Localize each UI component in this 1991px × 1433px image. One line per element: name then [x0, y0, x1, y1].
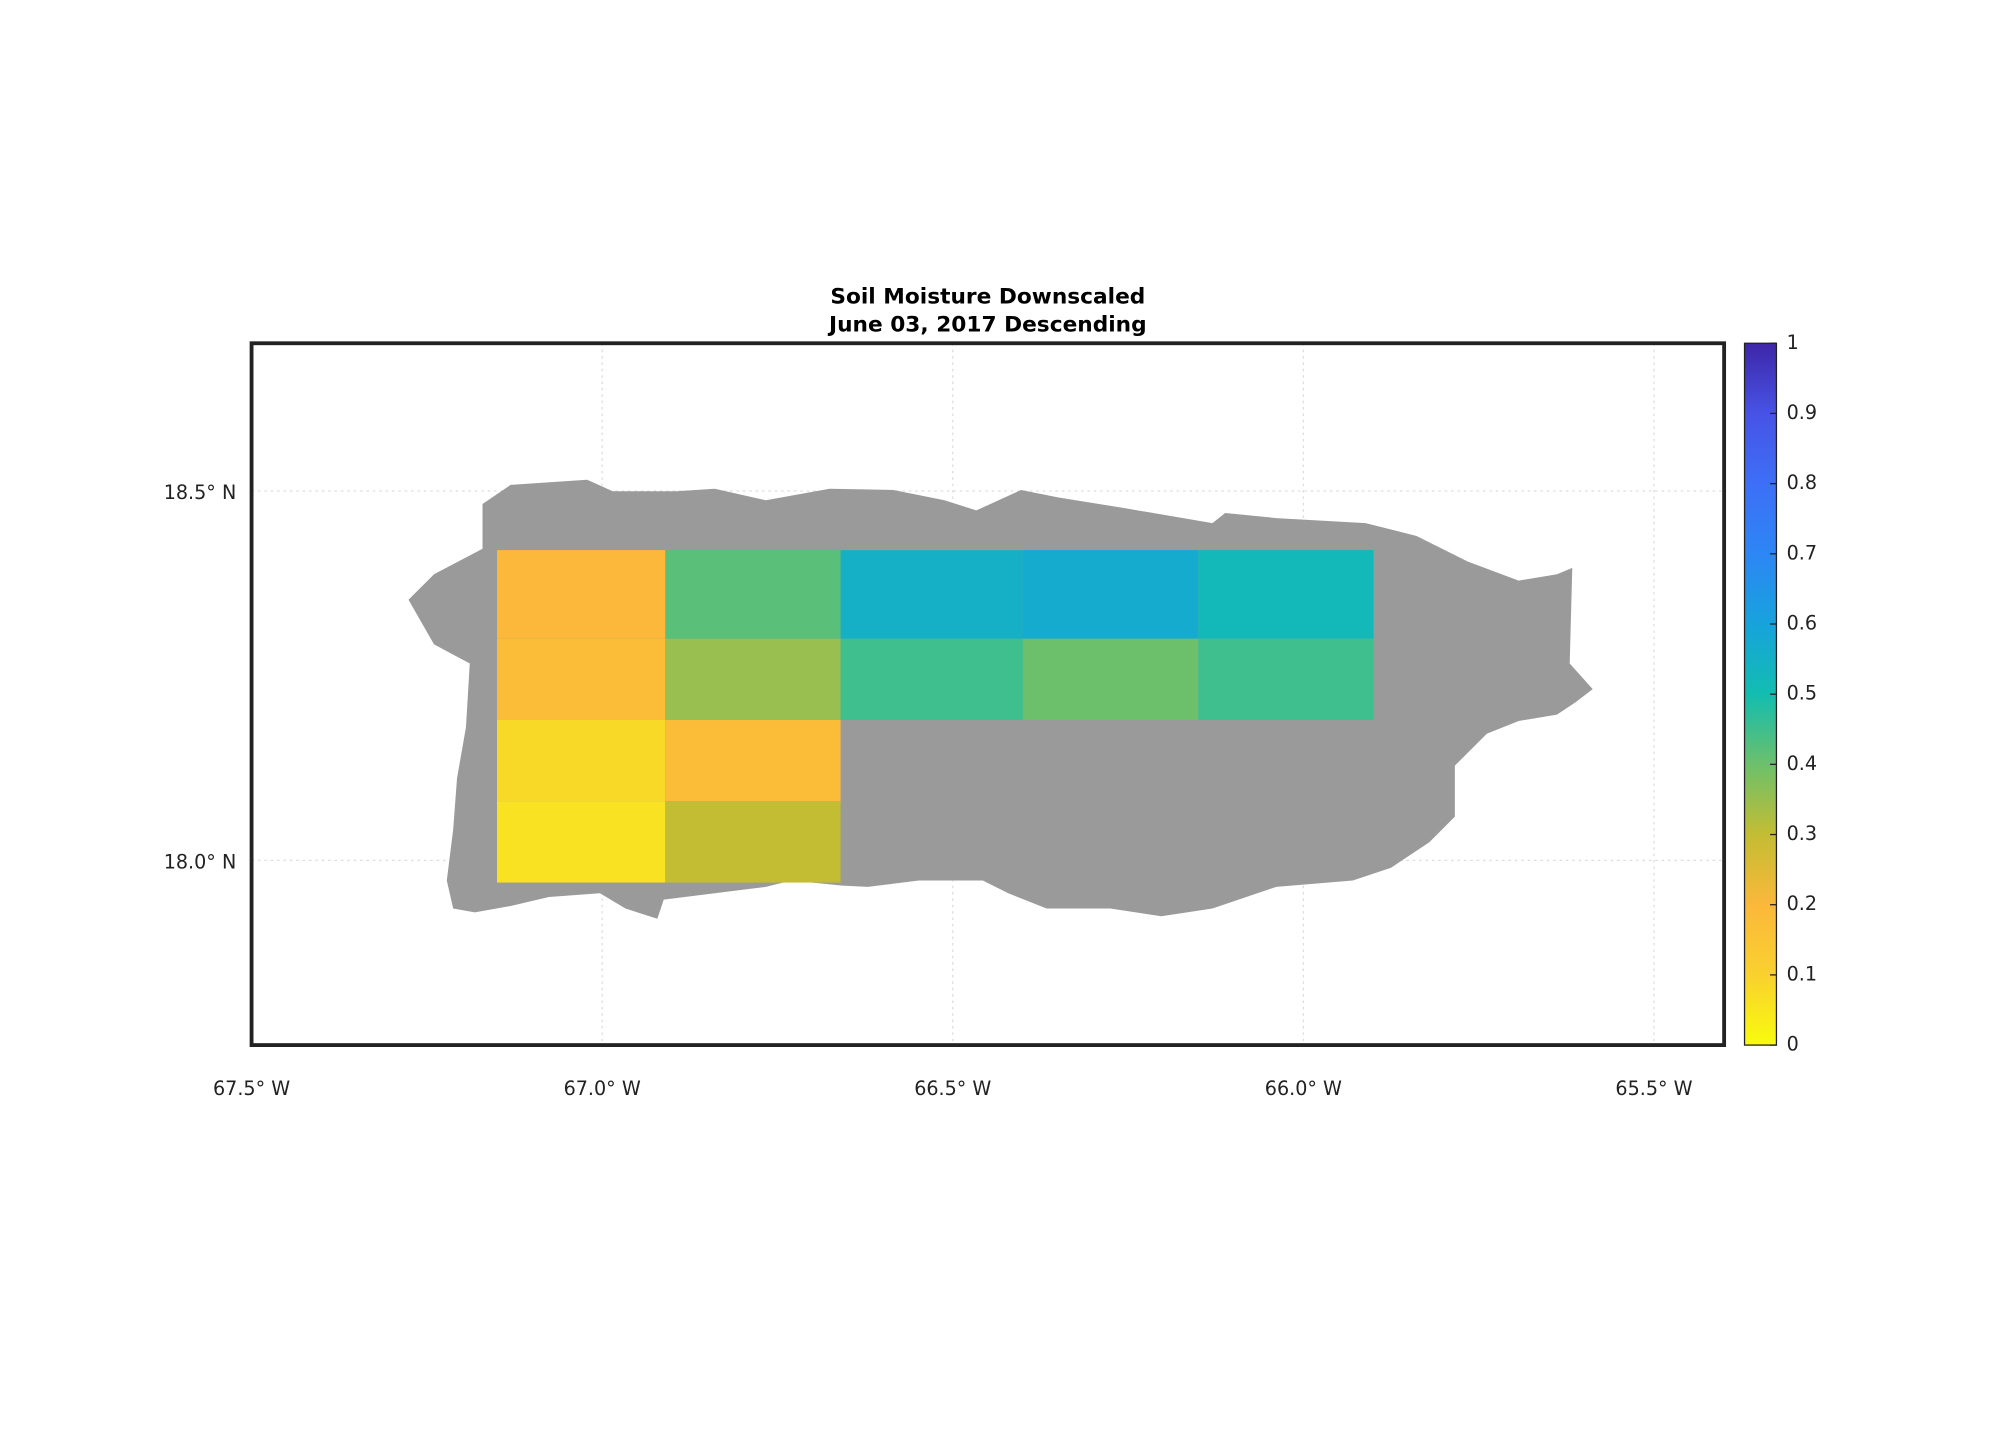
colorbar-tick-label: 0.7 — [1787, 541, 1817, 564]
colorbar-tick-label: 0.9 — [1787, 401, 1817, 424]
heatmap-cell — [665, 801, 841, 883]
axes-frame — [249, 341, 1727, 1047]
colorbar-tick-label: 0 — [1787, 1033, 1799, 1056]
x-tick-label: 66.5° W — [914, 1077, 991, 1100]
heatmap-cell — [1022, 550, 1199, 639]
x-tick-label: 66.0° W — [1265, 1077, 1342, 1100]
colorbar-tick-label: 0.5 — [1787, 682, 1817, 705]
colorbar-tick-label: 1 — [1787, 331, 1799, 354]
y-tick-label: 18.0° N — [164, 850, 237, 873]
chart-title: Soil Moisture Downscaled — [830, 284, 1145, 309]
heatmap-cells — [496, 550, 1374, 883]
colorbar-tick-label: 0.8 — [1787, 471, 1817, 494]
heatmap-cell — [496, 638, 666, 721]
heatmap-cell — [840, 638, 1023, 721]
heatmap-cell — [665, 638, 841, 721]
heatmap-cell — [1198, 638, 1374, 721]
heatmap-cell — [496, 720, 666, 802]
heatmap-cell — [840, 550, 1023, 639]
heatmap-cell — [496, 550, 666, 639]
x-tick-label: 65.5° W — [1615, 1077, 1692, 1100]
chart-subtitle: June 03, 2017 Descending — [827, 312, 1147, 337]
colorbar-tick-label: 0.1 — [1787, 962, 1817, 985]
y-tick-label: 18.5° N — [164, 481, 237, 504]
heatmap-cell — [1198, 550, 1374, 639]
heatmap-cell — [496, 801, 666, 883]
x-tick-label: 67.5° W — [213, 1077, 290, 1100]
colorbar-tick-label: 0.2 — [1787, 892, 1817, 915]
heatmap-cell — [1022, 638, 1199, 721]
colorbar-tick-label: 0.3 — [1787, 822, 1817, 845]
x-tick-label: 67.0° W — [564, 1077, 641, 1100]
heatmap-cell — [665, 720, 841, 802]
colorbar-tick-label: 0.4 — [1787, 752, 1817, 775]
heatmap-cell — [665, 550, 841, 639]
colorbar-tick-label: 0.6 — [1787, 611, 1817, 634]
